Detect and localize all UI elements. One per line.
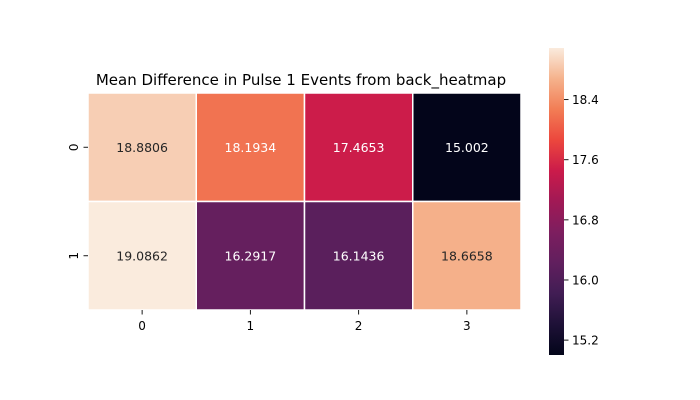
x-axis: 0 1 2 3 xyxy=(138,310,471,333)
heatmap-cell-r0-c3 xyxy=(412,92,522,203)
cell-value-label: 18.6658 xyxy=(441,248,493,263)
x-tick-label: 0 xyxy=(138,319,146,333)
x-tick-label: 1 xyxy=(247,319,255,333)
heatmap-cell-r0-c0 xyxy=(87,92,197,203)
heatmap-cells: 18.8806 18.1934 17.4653 15.002 19.0862 16.291… xyxy=(87,92,522,311)
colorbar-tick-label: 17.6 xyxy=(572,153,599,167)
chart-title: Mean Difference in Pulse 1 Events from b… xyxy=(96,71,506,90)
y-axis: 01 xyxy=(67,143,88,260)
cell-value-label: 18.8806 xyxy=(116,140,168,155)
cell-value-label: 18.1934 xyxy=(225,140,277,155)
x-tick-label: 3 xyxy=(463,319,471,333)
heatmap-cell-r1-c1 xyxy=(195,200,306,311)
cell-value-label: 17.4653 xyxy=(333,140,385,155)
heatmap-cell-r0-c2 xyxy=(303,92,414,203)
colorbar-tick-label: 18.4 xyxy=(572,93,599,107)
cell-value-label: 16.2917 xyxy=(225,248,277,263)
heatmap-cell-r0-c1 xyxy=(195,92,306,203)
colorbar-tick-label: 15.2 xyxy=(572,334,599,348)
cell-value-label: 15.002 xyxy=(445,140,489,155)
heatmap-cell-r1-c3 xyxy=(412,200,522,311)
x-tick-label: 2 xyxy=(355,319,363,333)
colorbar-gradient xyxy=(549,48,564,355)
y-tick-label: 1 xyxy=(67,252,81,260)
cell-value-label: 16.1436 xyxy=(333,248,385,263)
colorbar-tick-label: 16.0 xyxy=(572,273,599,287)
colorbar: 15.2 16.0 16.8 17.6 18.4 xyxy=(549,48,599,355)
y-tick-label: 0 xyxy=(67,143,81,151)
colorbar-tick-label: 16.8 xyxy=(572,213,599,227)
cell-value-label: 19.0862 xyxy=(116,248,168,263)
